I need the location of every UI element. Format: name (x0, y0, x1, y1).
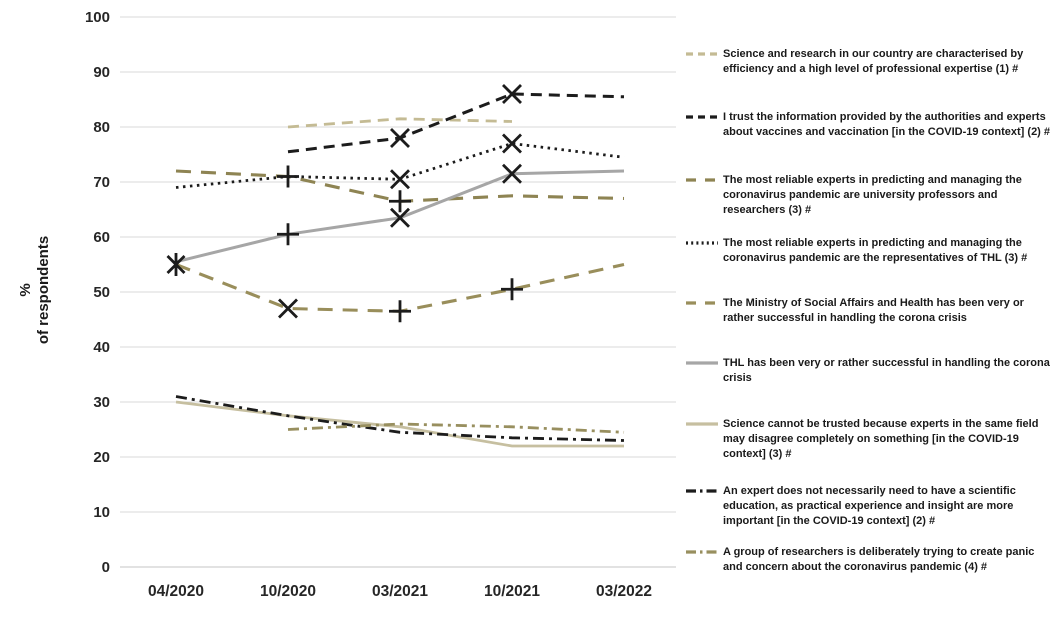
series-line-researchers-create-panic (287, 422, 625, 434)
legend-label-reliable-experts-thl: The most reliable experts in predicting … (723, 237, 1028, 264)
x-tick-label-3: 10/2021 (484, 583, 540, 600)
x-tick-label-4: 03/2022 (596, 583, 652, 600)
chart-legend: Science and research in our country are … (686, 0, 1056, 628)
legend-line-sample-science-cannot-be-trusted (686, 422, 718, 426)
marker-plus-reliable-experts-professors-10-2020 (277, 165, 299, 188)
x-tick-label-0: 04/2020 (148, 583, 204, 600)
legend-line-sample-ministry-successful (686, 301, 718, 305)
legend-line-sample-thl-successful (686, 361, 718, 365)
legend-label-science-cannot-be-trusted: Science cannot be trusted because expert… (723, 418, 1039, 460)
legend-item-researchers-create-panic: A group of researchers is deliberately t… (686, 545, 1056, 575)
marker-x-thl-successful-03-2021 (390, 207, 410, 228)
x-axis-tick-labels: 04/2020 10/2020 03/2021 10/2021 03/2022 (148, 583, 652, 600)
series-line-expert-no-scientific-education (175, 395, 625, 442)
marker-x-thl-successful-10-2021 (502, 163, 522, 184)
legend-line-sample-trust-authorities-vaccines (686, 115, 718, 119)
y-axis-title: %of respondents (17, 236, 52, 344)
legend-line-sample-reliable-experts-thl (686, 241, 718, 245)
legend-line-sample-reliable-experts-professors (686, 178, 718, 182)
legend-label-ministry-successful: The Ministry of Social Affairs and Healt… (723, 297, 1024, 324)
legend-item-expert-no-scientific-education: An expert does not necessarily need to h… (686, 484, 1056, 529)
marker-plus-reliable-experts-professors-03-2021 (389, 190, 411, 213)
legend-label-researchers-create-panic: A group of researchers is deliberately t… (723, 546, 1035, 573)
y-tick-label-60: 60 (93, 229, 110, 246)
y-tick-label-30: 30 (93, 394, 110, 411)
y-tick-label-10: 10 (93, 504, 110, 521)
y-tick-label-0: 0 (102, 559, 110, 576)
legend-label-trust-authorities-vaccines: I trust the information provided by the … (723, 111, 1051, 138)
legend-item-science-cannot-be-trusted: Science cannot be trusted because expert… (686, 417, 1056, 462)
marker-x-ministry-successful-10-2020 (278, 298, 298, 319)
data-point-markers (166, 84, 523, 323)
legend-label-expert-no-scientific-education: An expert does not necessarily need to h… (723, 485, 1016, 527)
x-tick-label-1: 10/2020 (260, 583, 316, 600)
marker-plus-ministry-successful-10-2021 (501, 278, 523, 301)
y-tick-label-20: 20 (93, 449, 110, 466)
line-chart-plot: 0 10 20 30 40 50 60 70 80 90 100 04/2020 10/2020 03/2… (17, 9, 676, 600)
marker-x-reliable-experts-thl-10-2021 (502, 133, 522, 154)
gridlines (120, 16, 676, 568)
y-tick-label-100: 100 (85, 9, 110, 26)
marker-x-trust-authorities-vaccines-03-2021 (390, 128, 410, 148)
legend-line-sample-researchers-create-panic (686, 550, 718, 554)
series-line-science-research-efficiency (287, 117, 513, 129)
series-line-trust-authorities-vaccines (287, 92, 625, 154)
legend-item-reliable-experts-professors: The most reliable experts in predicting … (686, 173, 1056, 218)
marker-plus-thl-successful-10-2020 (277, 223, 299, 246)
legend-item-science-research-efficiency: Science and research in our country are … (686, 47, 1056, 77)
legend-line-sample-expert-no-scientific-education (686, 489, 718, 493)
legend-item-ministry-successful: The Ministry of Social Affairs and Healt… (686, 296, 1056, 326)
legend-label-science-research-efficiency: Science and research in our country are … (723, 48, 1024, 75)
legend-line-sample-science-research-efficiency (686, 52, 718, 56)
marker-x-trust-authorities-vaccines-10-2021 (502, 84, 522, 104)
y-tick-label-40: 40 (93, 339, 110, 356)
y-tick-label-50: 50 (93, 284, 110, 301)
y-tick-label-80: 80 (93, 119, 110, 136)
marker-plus-ministry-successful-03-2021 (389, 300, 411, 323)
legend-item-reliable-experts-thl: The most reliable experts in predicting … (686, 236, 1056, 266)
legend-item-trust-authorities-vaccines: I trust the information provided by the … (686, 110, 1056, 140)
legend-label-reliable-experts-professors: The most reliable experts in predicting … (723, 174, 1022, 216)
series-line-science-cannot-be-trusted (175, 400, 624, 448)
legend-item-thl-successful: THL has been very or rather successful i… (686, 356, 1056, 386)
legend-label-thl-successful: THL has been very or rather successful i… (723, 357, 1050, 384)
marker-star-ministry-successful-04-2020 (166, 253, 186, 276)
y-axis-tick-labels: 0 10 20 30 40 50 60 70 80 90 100 (85, 9, 110, 576)
marker-x-reliable-experts-thl-03-2021 (390, 169, 410, 190)
y-tick-label-90: 90 (93, 64, 110, 81)
y-tick-label-70: 70 (93, 174, 110, 191)
x-tick-label-2: 03/2021 (372, 583, 428, 600)
